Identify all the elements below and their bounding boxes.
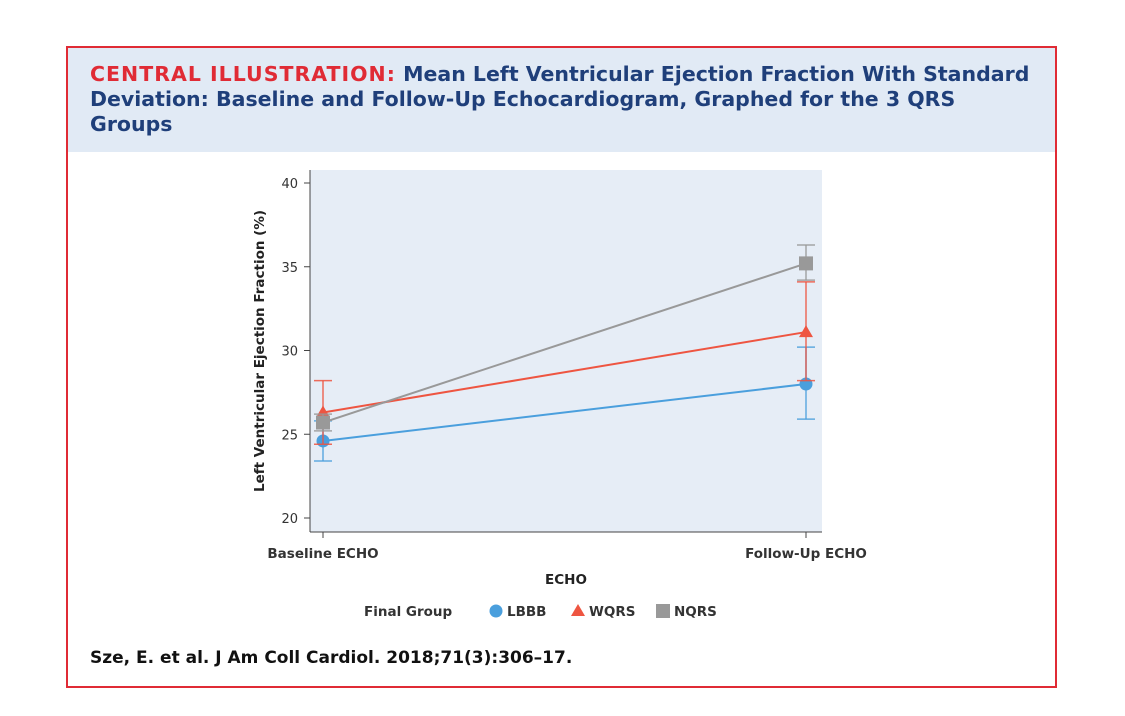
legend-title: Final Group — [364, 604, 453, 620]
x-tick-label: Baseline ECHO — [267, 546, 378, 562]
x-axis-ticks: Baseline ECHO Follow-Up ECHO — [267, 532, 867, 562]
legend-label-wqrs: WQRS — [589, 604, 636, 620]
series-line — [322, 262, 807, 424]
x-tick-label: Follow-Up ECHO — [745, 546, 867, 562]
series-line — [322, 331, 807, 414]
series-layer — [314, 244, 815, 462]
y-tick-label: 20 — [281, 512, 298, 527]
legend-label-nqrs: NQRS — [674, 604, 717, 620]
citation: Sze, E. et al. J Am Coll Cardiol. 2018;7… — [90, 648, 573, 668]
y-tick-label: 35 — [281, 261, 298, 276]
legend-marker-lbbb — [489, 604, 503, 618]
y-axis-ticks: 20 25 30 35 40 — [281, 177, 310, 527]
illustration-title: CENTRAL ILLUSTRATION: Mean Left Ventricu… — [90, 62, 1030, 137]
central-illustration-label: CENTRAL ILLUSTRATION: — [90, 62, 396, 86]
data-point — [799, 256, 813, 271]
x-axis-label: ECHO — [545, 572, 587, 588]
legend: Final Group LBBB WQRS NQRS — [364, 604, 717, 620]
y-tick-label: 25 — [281, 428, 298, 443]
y-tick-label: 30 — [281, 345, 298, 360]
plot-area-background — [310, 170, 822, 532]
legend-label-lbbb: LBBB — [507, 604, 546, 620]
data-point — [799, 325, 813, 338]
y-tick-label: 40 — [281, 177, 298, 192]
data-point — [316, 415, 330, 430]
legend-marker-nqrs — [656, 604, 670, 618]
series-nqrs — [314, 244, 815, 432]
legend-marker-wqrs — [571, 604, 585, 616]
series-line — [322, 383, 807, 442]
illustration-title-text: Mean Left Ventricular Ejection Fraction … — [90, 62, 1030, 136]
illustration-header: CENTRAL ILLUSTRATION: Mean Left Ventricu… — [68, 48, 1055, 152]
y-axis-label: Left Ventricular Ejection Fraction (%) — [252, 210, 268, 492]
central-illustration-frame: CENTRAL ILLUSTRATION: Mean Left Ventricu… — [66, 46, 1057, 688]
